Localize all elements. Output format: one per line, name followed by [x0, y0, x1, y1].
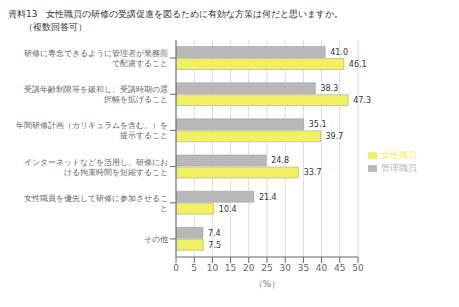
svg-text:（%）: （%） [254, 279, 281, 289]
svg-text:40: 40 [316, 263, 328, 273]
svg-text:21.4: 21.4 [259, 193, 277, 202]
html-text:管理職員: 管理職員 [381, 162, 417, 173]
svg-text:30: 30 [279, 263, 291, 273]
svg-text:5: 5 [191, 263, 197, 273]
svg-text:35: 35 [298, 263, 309, 273]
svg-text:20: 20 [243, 263, 255, 273]
svg-text:38.3: 38.3 [320, 84, 338, 93]
html-text:資料13 女性職員の研修の受講促進を図るために有効な方策は何: 資料13 女性職員の研修の受講促進を図るために有効な方策は何だと思いますか。 [8, 9, 344, 19]
svg-text:46.1: 46.1 [349, 60, 367, 69]
svg-text:25: 25 [261, 263, 272, 273]
svg-text:その他: その他 [144, 234, 168, 243]
svg-text:インターネットなどを活用し、研修における拘束時間を短縮するこ: インターネットなどを活用し、研修における拘束時間を短縮すること [24, 157, 168, 176]
svg-text:女性職員を優先して研修に参加させること: 女性職員を優先して研修に参加させること [24, 193, 168, 212]
html-text:（複数回答可）: （複数回答可） [24, 22, 87, 32]
svg-text:0: 0 [173, 263, 179, 273]
svg-text:10.4: 10.4 [219, 205, 237, 214]
svg-text:35.1: 35.1 [309, 120, 327, 129]
svg-text:45: 45 [334, 263, 345, 273]
svg-text:年間研修計画（カリキュラムを含む。）を提示すること: 年間研修計画（カリキュラムを含む。）を提示すること [16, 121, 168, 140]
svg-text:受講年齢制限等を緩和し、受講時期の選択幅を拡げること: 受講年齢制限等を緩和し、受講時期の選択幅を拡げること [24, 85, 168, 104]
html-text:女性職員: 女性職員 [381, 149, 417, 160]
svg-text:33.7: 33.7 [304, 168, 322, 177]
svg-text:39.7: 39.7 [326, 132, 344, 141]
svg-text:研修に専念できるように管理者が業務面で配慮すること: 研修に専念できるように管理者が業務面で配慮すること [24, 49, 168, 68]
svg-text:50: 50 [352, 263, 364, 273]
svg-text:7.5: 7.5 [208, 241, 221, 250]
svg-text:24.8: 24.8 [271, 156, 289, 165]
svg-text:10: 10 [207, 263, 219, 273]
svg-text:41.0: 41.0 [330, 48, 348, 57]
svg-text:15: 15 [225, 263, 236, 273]
svg-text:7.4: 7.4 [208, 229, 221, 238]
svg-text:47.3: 47.3 [353, 96, 371, 105]
